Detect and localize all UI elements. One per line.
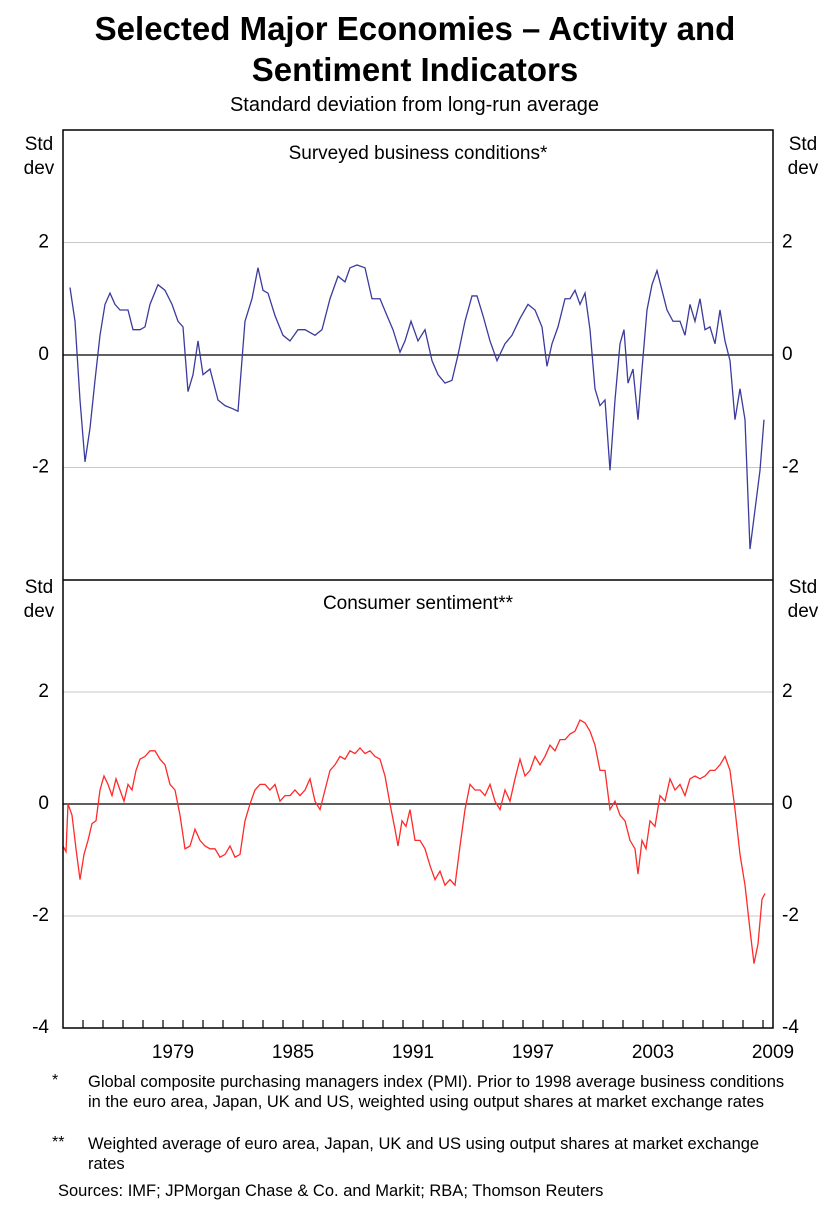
y-tick-label: 0 <box>782 344 793 365</box>
y-tick-label: -4 <box>782 1017 799 1038</box>
y-axis-label: Std dev <box>787 577 819 622</box>
line <box>62 719 766 964</box>
y-tick-label: 2 <box>782 232 793 253</box>
y-axis-label: Std dev <box>23 134 55 179</box>
y-axis-label: Std dev <box>23 577 55 622</box>
line <box>69 264 765 550</box>
y-tick-label: 2 <box>38 232 49 253</box>
y-tick-label: -4 <box>32 1017 49 1038</box>
x-tick-label: 1979 <box>152 1042 194 1063</box>
y-tick-label: 2 <box>38 681 49 702</box>
panel-title: Surveyed business conditions* <box>289 143 548 164</box>
panel-title: Consumer sentiment** <box>323 593 514 614</box>
y-axis-label: Std dev <box>787 134 819 179</box>
title: Selected Major Economies – Activity and … <box>94 10 736 88</box>
y-tick-label: 0 <box>38 793 49 814</box>
plot-frame <box>62 129 774 1029</box>
note-marker: * <box>52 1072 59 1089</box>
y-tick-label: -2 <box>32 905 49 926</box>
y-tick-label: 0 <box>782 793 793 814</box>
x-tick-label: 2009 <box>752 1042 794 1063</box>
note-text: Global composite purchasing managers ind… <box>88 1073 785 1111</box>
y-tick-label: -2 <box>782 457 799 478</box>
x-tick-label: 1985 <box>272 1042 314 1063</box>
y-tick-label: 2 <box>782 681 793 702</box>
x-tick-label: 2003 <box>632 1042 674 1063</box>
x-tick-label: 1997 <box>512 1042 554 1063</box>
note-marker: ** <box>52 1134 65 1151</box>
y-tick-label: -2 <box>32 457 49 478</box>
y-tick-label: 0 <box>38 344 49 365</box>
subtitle: Standard deviation from long-run average <box>229 94 600 116</box>
x-tick-label: 1991 <box>392 1042 434 1063</box>
note-text: Weighted average of euro area, Japan, UK… <box>88 1135 760 1173</box>
sources: Sources: IMF; JPMorgan Chase & Co. and M… <box>58 1182 604 1200</box>
y-tick-label: -2 <box>782 905 799 926</box>
